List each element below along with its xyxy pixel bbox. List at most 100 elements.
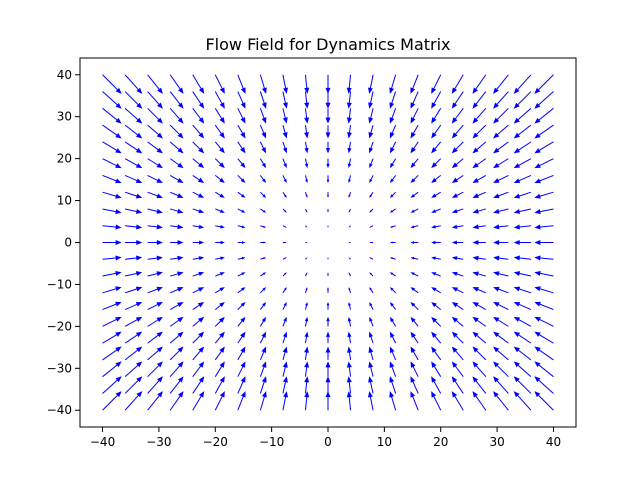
flow-arrow: [237, 108, 246, 124]
flow-arrow: [304, 301, 308, 310]
flow-arrow: [214, 331, 225, 344]
flow-arrow: [215, 225, 225, 229]
flow-arrow: [513, 158, 532, 169]
flow-arrow: [389, 208, 396, 213]
flow-arrow: [367, 74, 374, 94]
flow-arrow: [124, 316, 143, 327]
flow-arrow: [389, 287, 396, 294]
flow-arrow: [214, 141, 225, 154]
flow-arrow: [368, 91, 374, 109]
flow-arrow: [389, 108, 397, 124]
flow-arrow: [410, 272, 419, 277]
flow-arrow: [431, 256, 441, 260]
flow-arrow: [513, 124, 532, 139]
flow-arrow: [410, 331, 419, 344]
flow-arrow: [493, 346, 509, 361]
flow-arrow: [237, 256, 246, 260]
flow-arrow: [102, 208, 122, 215]
flow-arrow: [214, 158, 225, 169]
flow-arrow: [102, 240, 122, 245]
flow-arrow: [325, 108, 331, 124]
flow-arrow: [192, 141, 205, 154]
flow-arrow: [451, 158, 464, 169]
flow-arrow: [346, 108, 352, 124]
flow-arrow: [214, 391, 225, 411]
flow-arrow: [124, 91, 143, 109]
flow-arrow: [451, 74, 464, 94]
flow-arrow: [169, 91, 184, 109]
flow-arrow: [347, 125, 352, 139]
flow-arrow: [368, 376, 374, 394]
flow-arrow: [147, 158, 163, 169]
flow-arrow: [326, 192, 330, 198]
flow-arrow: [147, 124, 163, 139]
flow-arrow: [282, 301, 287, 310]
flow-arrow: [389, 361, 397, 377]
flow-arrow: [304, 108, 310, 124]
flow-arrow: [513, 141, 532, 154]
flow-arrow: [431, 331, 442, 344]
flow-arrow: [431, 124, 442, 139]
flow-arrow: [369, 272, 374, 277]
flow-arrow: [493, 376, 509, 394]
y-tick-label: 10: [57, 194, 72, 208]
flow-arrow: [472, 191, 487, 198]
flow-arrow: [192, 287, 205, 294]
flow-arrow: [327, 257, 329, 260]
flow-arrow: [513, 301, 532, 311]
flow-arrow: [237, 287, 246, 294]
flow-arrow: [325, 125, 331, 139]
flow-arrow: [431, 240, 441, 245]
flow-arrow: [369, 287, 374, 294]
y-tick-label: −40: [47, 403, 72, 417]
flow-arrow: [147, 107, 163, 124]
flow-arrow: [124, 141, 143, 154]
flow-arrow: [124, 74, 143, 94]
flow-arrow: [493, 301, 509, 311]
flow-arrow: [237, 241, 246, 244]
flow-arrow: [493, 191, 509, 199]
flow-arrow: [368, 346, 374, 361]
flow-arrow: [259, 301, 267, 310]
flow-arrow: [170, 271, 184, 277]
flow-arrow: [124, 124, 143, 139]
flow-arrow: [237, 191, 246, 198]
flow-arrow: [169, 124, 184, 139]
flow-arrow: [472, 331, 487, 344]
flow-arrow: [259, 158, 267, 169]
flow-arrow: [237, 361, 246, 377]
flow-arrow: [282, 287, 287, 294]
flow-arrow: [325, 391, 331, 411]
flow-arrow: [348, 301, 352, 310]
flow-arrow: [237, 74, 246, 94]
flow-arrow: [410, 391, 419, 411]
flow-arrow: [410, 74, 419, 94]
flow-arrow: [102, 391, 122, 411]
flow-arrow: [369, 241, 374, 244]
flow-arrow: [472, 91, 487, 109]
flow-arrow: [192, 316, 205, 327]
flow-arrow: [192, 158, 205, 169]
flow-arrow: [305, 272, 308, 277]
flow-arrow: [259, 124, 267, 139]
flow-arrow: [431, 316, 442, 327]
flow-arrow: [431, 391, 442, 411]
flow-arrow: [451, 224, 464, 229]
flow-arrow: [369, 257, 374, 260]
y-tick-label: 30: [57, 110, 72, 124]
flow-arrow: [347, 316, 352, 327]
flow-arrow: [169, 361, 184, 378]
flow-arrow: [124, 361, 143, 378]
flow-arrow: [493, 174, 509, 184]
flow-arrow: [431, 74, 442, 94]
flow-arrow: [326, 316, 330, 327]
flow-arrow: [214, 346, 225, 361]
flow-arrow: [410, 346, 419, 361]
flow-arrow: [410, 175, 419, 184]
flow-arrow: [410, 124, 419, 139]
flow-arrow: [237, 301, 246, 310]
flow-arrow: [147, 208, 163, 214]
flow-arrow: [451, 361, 464, 377]
flow-arrow: [534, 208, 554, 215]
flow-arrow: [147, 191, 163, 199]
